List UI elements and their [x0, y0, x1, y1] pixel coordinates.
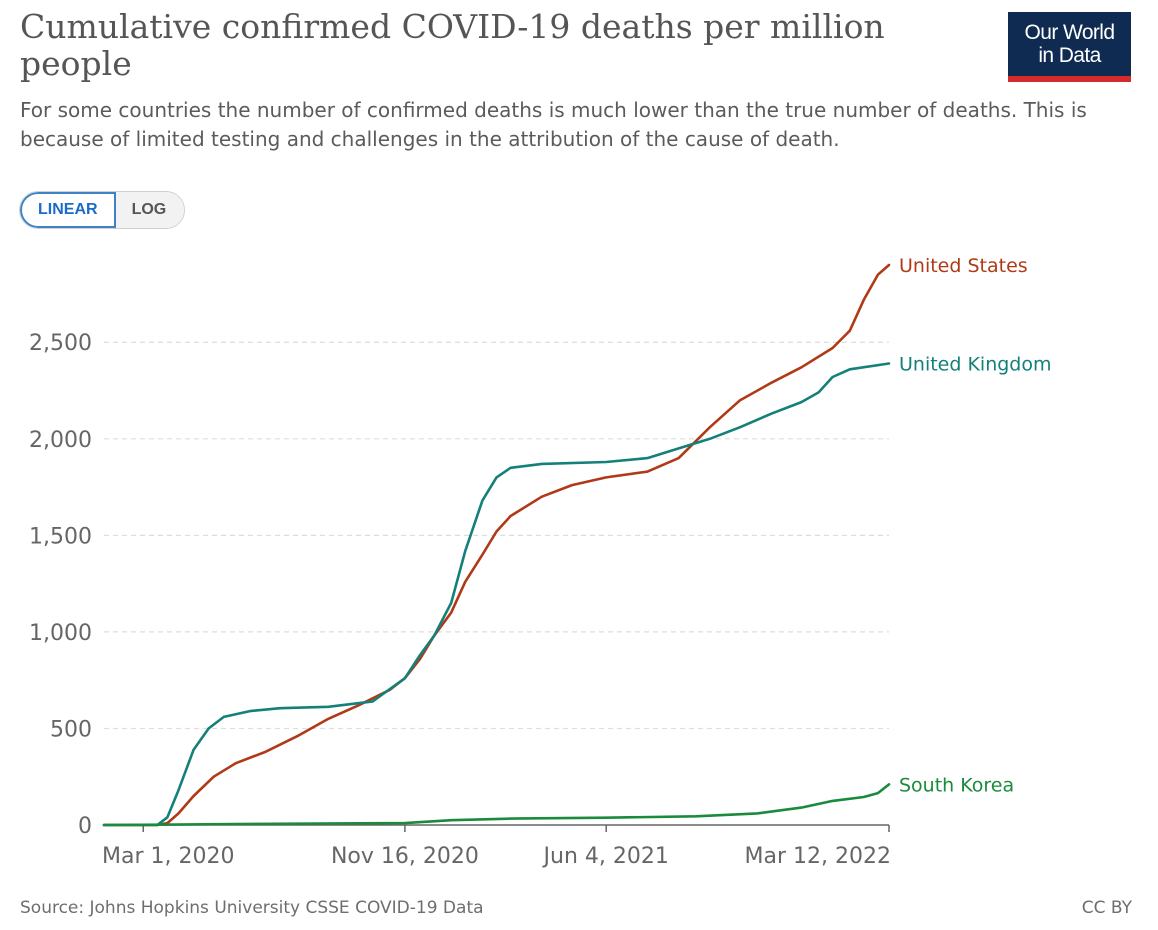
x-tick-label: Nov 16, 2020: [331, 844, 479, 869]
grid-lines: [104, 341, 889, 730]
source-note: Source: Johns Hopkins University CSSE CO…: [20, 898, 484, 918]
series-lines: [102, 263, 891, 827]
line-chart: Mar 1, 2020 Nov 16, 2020 Jun 4, 2021 Mar 12…: [29, 255, 1052, 869]
series-label-united-kingdom: United Kingdom: [899, 353, 1052, 375]
y-tick-label: 1,000: [29, 621, 92, 646]
log-scale-button[interactable]: LOG: [115, 192, 185, 228]
y-axis-labels: 0 500 1,000 1,500 2,000 2,500: [29, 331, 92, 839]
series-label-united-states: United States: [899, 255, 1028, 277]
y-tick-label: 500: [50, 717, 92, 742]
chart-subtitle: For some countries the number of confirm…: [20, 98, 1087, 151]
y-tick-label: 1,500: [29, 524, 92, 549]
scale-toggle: LINEAR LOG: [19, 191, 186, 229]
x-tick-label: Mar 1, 2020: [102, 844, 234, 869]
series-line-south-korea: [102, 783, 891, 827]
y-tick-label: 2,500: [29, 331, 92, 356]
series-label-south-korea: South Korea: [899, 774, 1014, 796]
logo-line-2: in Data: [1038, 44, 1101, 67]
logo-line-1: Our World: [1024, 21, 1116, 44]
owid-logo[interactable]: Our World in Data: [1008, 12, 1131, 82]
series-line-united-states: [102, 263, 891, 827]
x-tick-label: Jun 4, 2021: [542, 844, 669, 869]
license-link[interactable]: CC BY: [1081, 898, 1132, 918]
y-tick-label: 0: [78, 814, 92, 839]
chart-title: Cumulative confirmed COVID-19 deaths per…: [20, 7, 885, 83]
y-tick-label: 2,000: [29, 428, 92, 453]
series-line-united-kingdom: [102, 362, 891, 827]
x-tick-label: Mar 12, 2022: [745, 844, 891, 869]
series-labels: United States United Kingdom South Korea: [899, 255, 1052, 796]
linear-scale-button[interactable]: LINEAR: [20, 192, 116, 228]
x-axis: Mar 1, 2020 Nov 16, 2020 Jun 4, 2021 Mar 12…: [102, 824, 891, 869]
